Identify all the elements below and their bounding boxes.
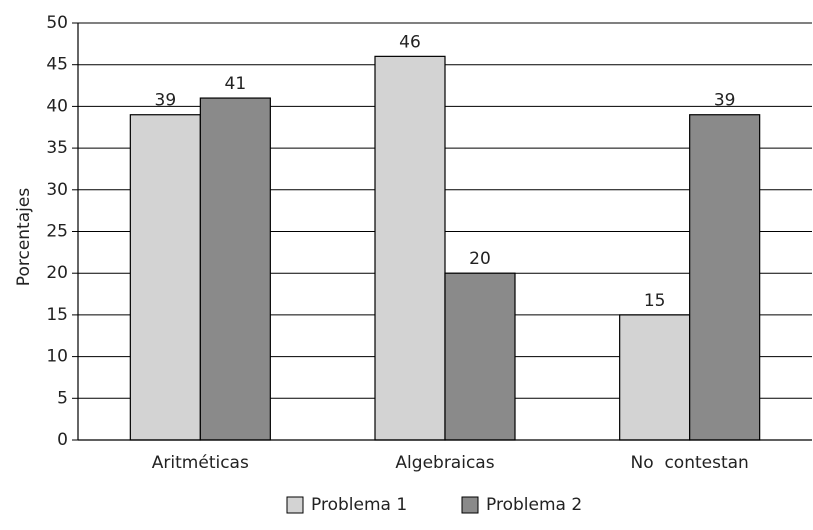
legend-label: Problema 2 [486,495,582,515]
legend-label: Problema 1 [311,495,407,515]
legend-swatch [286,496,304,514]
bar-1-0 [374,55,446,441]
x-tick-label: Algebraicas [395,453,494,473]
y-tick-label: 30 [46,180,68,200]
y-tick-label: 25 [46,222,68,242]
y-tick-label: 35 [46,138,68,158]
legend: Problema 1 Problema 2 [286,495,582,515]
y-tick-label: 0 [57,430,68,450]
bar-2-1 [689,114,761,441]
x-tick-label: Aritméticas [152,453,249,473]
x-tick-label: No contestan [631,453,749,473]
y-axis-label: Porcentajes [14,188,34,287]
legend-swatch [461,496,479,514]
bars [129,55,761,441]
y-tick-label: 45 [46,55,68,75]
y-tick-label: 50 [46,13,68,33]
bar-0-1 [199,97,271,441]
bar-2-0 [619,314,691,441]
legend-item-2: Problema 2 [461,495,582,515]
data-label: 15 [644,291,666,311]
y-tick-label: 15 [46,305,68,325]
data-label: 41 [225,74,247,94]
y-tick-label: 5 [57,388,68,408]
data-label: 46 [399,32,421,52]
bar-0-0 [129,114,201,441]
legend-item-1: Problema 1 [286,495,407,515]
data-label: 20 [469,249,491,269]
data-label: 39 [714,91,736,111]
y-tick-label: 40 [46,96,68,116]
axes [72,22,812,441]
data-label: 39 [155,91,177,111]
y-tick-label: 10 [46,347,68,367]
bar-1-1 [444,272,516,441]
y-tick-label: 20 [46,263,68,283]
data-labels: 39 41 46 20 15 39 [155,32,736,311]
tick-labels: 0 5 10 15 20 25 30 35 40 45 50 Aritméticas Algebraic… [46,13,748,473]
